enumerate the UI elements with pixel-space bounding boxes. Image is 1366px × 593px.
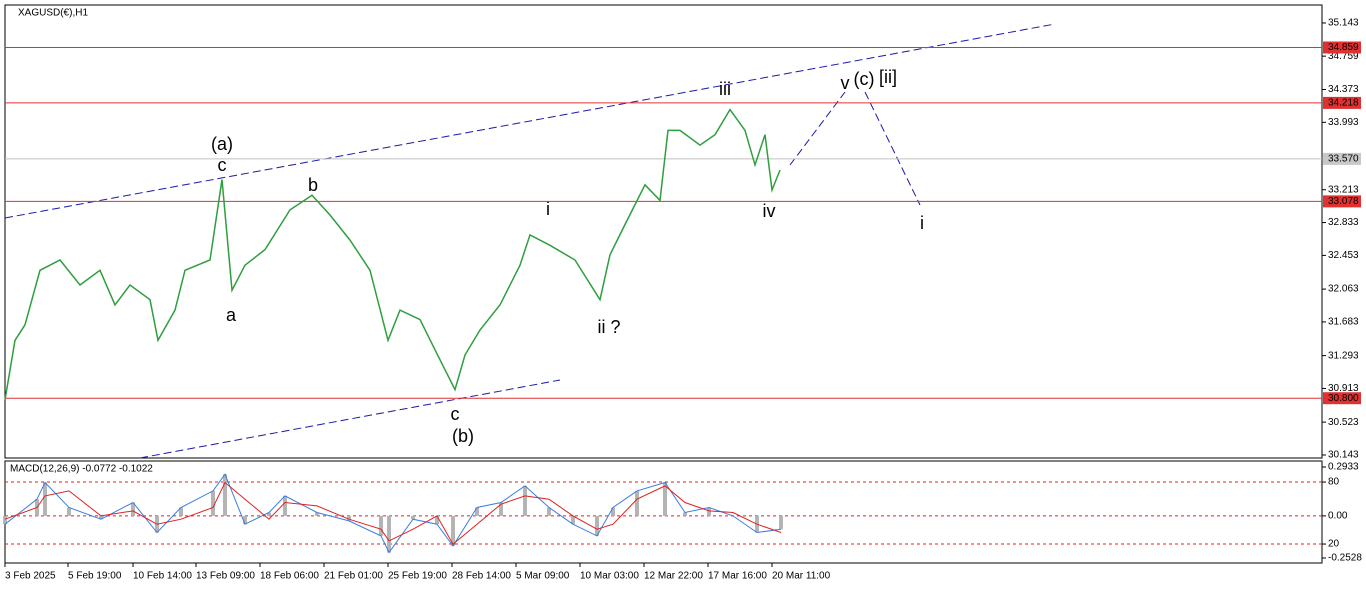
wave-label: i bbox=[546, 199, 550, 219]
x-tick-label: 20 Mar 11:00 bbox=[772, 571, 831, 582]
y-tick-label: 35.143 bbox=[1328, 18, 1359, 29]
macd-bar bbox=[283, 495, 287, 516]
y-tick-label: 30.143 bbox=[1328, 450, 1359, 461]
macd-bar bbox=[523, 485, 527, 516]
macd-bar bbox=[67, 507, 71, 516]
wave-label: iv bbox=[763, 201, 776, 221]
macd-bar bbox=[131, 502, 135, 516]
macd-bar bbox=[211, 490, 215, 516]
macd-bar bbox=[547, 507, 551, 516]
y-tick-label: 34.759 bbox=[1328, 51, 1359, 62]
projection bbox=[789, 91, 846, 166]
x-tick-label: 25 Feb 19:00 bbox=[388, 571, 447, 582]
macd-bar bbox=[43, 482, 47, 516]
x-tick-label: 3 Feb 2025 bbox=[5, 571, 56, 582]
x-tick-label: 10 Feb 14:00 bbox=[133, 571, 192, 582]
macd-bar bbox=[611, 507, 615, 516]
y-tick-label: 30.523 bbox=[1328, 417, 1359, 428]
macd-bar bbox=[707, 507, 711, 516]
y-tick-label: -0.2528 bbox=[1328, 553, 1362, 564]
price-line bbox=[4, 108, 781, 401]
level-label: 33.078 bbox=[1328, 196, 1359, 207]
y-tick-label: 33.993 bbox=[1328, 117, 1359, 128]
macd-bar bbox=[571, 515, 575, 525]
wave-label: (b) bbox=[452, 426, 474, 446]
x-tick-label: 5 Feb 19:00 bbox=[68, 571, 122, 582]
macd-bar bbox=[411, 515, 415, 520]
macd-bar bbox=[683, 512, 687, 516]
last-price-label: 33.570 bbox=[1328, 154, 1359, 165]
price-panel bbox=[4, 4, 1323, 459]
projection bbox=[864, 91, 921, 206]
wave-label: i bbox=[920, 213, 924, 233]
level-tag bbox=[1323, 392, 1361, 405]
y-tick-label: 32.453 bbox=[1328, 250, 1359, 261]
wave-label: b bbox=[308, 175, 318, 195]
macd-bar bbox=[347, 515, 351, 521]
wave-label: iii bbox=[719, 79, 731, 99]
macd-bar bbox=[223, 474, 227, 516]
y-tick-label: 31.293 bbox=[1328, 350, 1359, 361]
macd-bar bbox=[595, 515, 599, 536]
macd-bar bbox=[179, 507, 183, 516]
macd-title: MACD(12,26,9) -0.0772 -0.1022 bbox=[10, 464, 153, 475]
wave-label: c bbox=[451, 404, 460, 424]
macd-bar bbox=[475, 507, 479, 516]
wave-label: ii ? bbox=[597, 317, 620, 337]
level-tag bbox=[1323, 41, 1361, 54]
wave-label: a bbox=[226, 305, 237, 325]
wave-label: c bbox=[218, 155, 227, 175]
signal-line bbox=[4, 481, 782, 545]
x-tick-label: 17 Mar 16:00 bbox=[708, 571, 767, 582]
macd-bar bbox=[387, 515, 391, 553]
macd-bar bbox=[379, 515, 383, 536]
y-tick-label: 0.2933 bbox=[1328, 462, 1359, 473]
macd-bar bbox=[435, 515, 439, 525]
macd-bar bbox=[499, 502, 503, 516]
y-tick-label: 34.373 bbox=[1328, 84, 1359, 95]
level-tag bbox=[1323, 195, 1361, 208]
macd-bar bbox=[451, 515, 455, 546]
x-tick-label: 5 Mar 09:00 bbox=[516, 571, 570, 582]
wave-label: v bbox=[841, 73, 850, 93]
x-tick-label: 12 Mar 22:00 bbox=[644, 571, 703, 582]
macd-bar bbox=[635, 490, 639, 516]
y-tick-label: 31.683 bbox=[1328, 317, 1359, 328]
level-label: 30.800 bbox=[1328, 393, 1359, 404]
x-tick-label: 18 Feb 06:00 bbox=[260, 571, 319, 582]
macd-bar bbox=[315, 512, 319, 516]
macd-bar bbox=[3, 515, 7, 525]
wave-label: [ii] bbox=[879, 67, 897, 87]
channel-upper bbox=[4, 23, 1056, 219]
y-tick-label: 0.00 bbox=[1328, 511, 1348, 522]
x-tick-label: 10 Mar 03:00 bbox=[580, 571, 639, 582]
macd-bar bbox=[267, 512, 271, 516]
y-tick-label: 32.833 bbox=[1328, 217, 1359, 228]
y-tick-label: 32.063 bbox=[1328, 284, 1359, 295]
symbol-title: XAGUSD(€),H1 bbox=[18, 8, 88, 19]
y-tick-label: 33.213 bbox=[1328, 184, 1359, 195]
last-price-tag bbox=[1323, 152, 1361, 165]
x-tick-label: 21 Feb 01:00 bbox=[324, 571, 383, 582]
channel-lower bbox=[139, 379, 561, 459]
level-label: 34.218 bbox=[1328, 98, 1359, 109]
macd-bar bbox=[243, 515, 247, 525]
x-tick-label: 13 Feb 09:00 bbox=[196, 571, 255, 582]
level-label: 34.859 bbox=[1328, 42, 1359, 53]
macd-bar bbox=[99, 515, 103, 520]
wave-label: (c) bbox=[854, 69, 875, 89]
wave-label: (a) bbox=[211, 134, 233, 154]
macd-bar bbox=[779, 515, 783, 530]
x-tick-label: 28 Feb 14:00 bbox=[452, 571, 511, 582]
level-tag bbox=[1323, 96, 1361, 109]
y-tick-label: 30.913 bbox=[1328, 383, 1359, 394]
macd-bar bbox=[663, 482, 667, 516]
y-tick-label: 20 bbox=[1328, 539, 1340, 550]
y-tick-label: 80 bbox=[1328, 477, 1340, 488]
